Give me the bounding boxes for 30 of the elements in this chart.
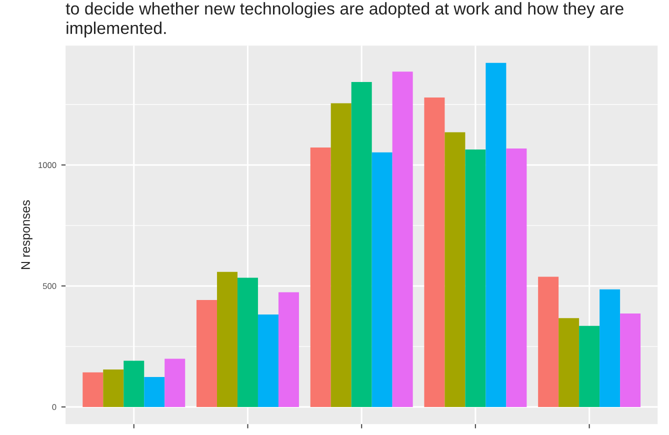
bar (392, 72, 413, 407)
y-tick-label: 1000 (38, 162, 56, 168)
bar (103, 369, 124, 407)
bar (310, 148, 331, 407)
bar (486, 62, 506, 407)
y-tick-label: 0 (52, 404, 56, 410)
bar (164, 358, 186, 407)
bar (506, 148, 527, 407)
bar (144, 376, 165, 407)
bar (372, 152, 392, 407)
bar (424, 97, 445, 407)
bar (351, 82, 372, 407)
bar (278, 292, 299, 407)
bar (124, 360, 144, 407)
chart-title: to decide whether new technologies are adopted at work and how they are implemented. (66, 2, 624, 38)
bar (620, 314, 641, 407)
bar (579, 326, 600, 407)
bar (82, 372, 104, 407)
bar (258, 314, 278, 407)
bar (330, 103, 352, 407)
bar (216, 272, 238, 407)
bar (538, 276, 559, 407)
bar (465, 149, 486, 407)
bar (444, 132, 466, 407)
y-tick-label: 500 (42, 283, 56, 290)
bar (558, 318, 580, 407)
y-axis-title: N responses (21, 200, 32, 269)
bar (600, 289, 620, 407)
bar (237, 278, 258, 407)
bar (196, 300, 217, 407)
